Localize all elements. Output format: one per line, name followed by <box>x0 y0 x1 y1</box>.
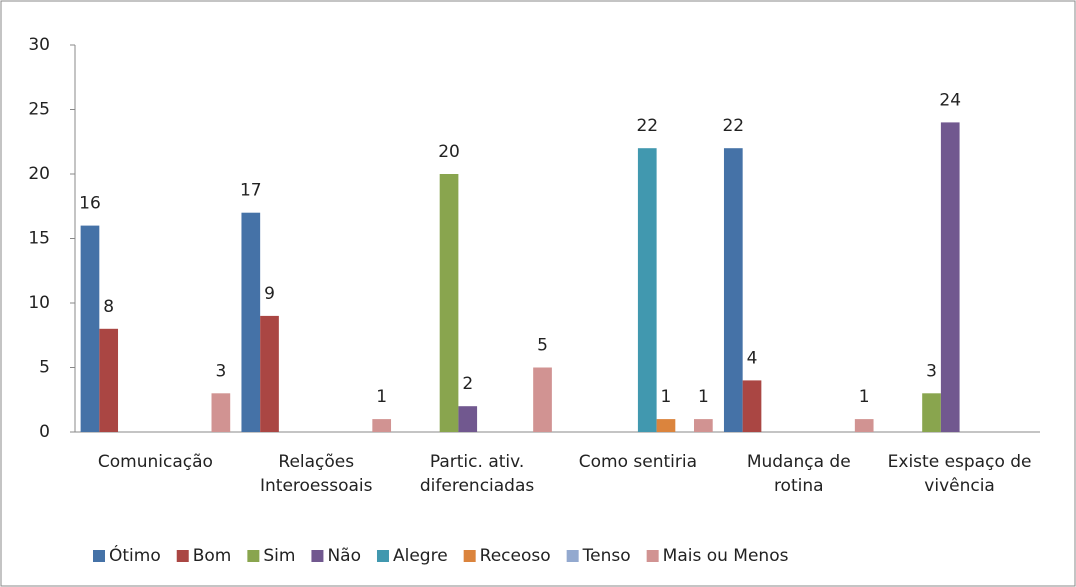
bar <box>656 419 676 432</box>
bar <box>99 328 119 432</box>
data-label: 20 <box>438 142 460 162</box>
data-label: 5 <box>537 336 548 356</box>
bar <box>533 367 552 432</box>
bar <box>458 406 478 432</box>
data-label: 4 <box>747 348 758 368</box>
legend-swatch <box>247 550 260 562</box>
data-label: 1 <box>859 387 870 407</box>
data-label: 16 <box>79 194 101 214</box>
data-label: 1 <box>376 387 387 407</box>
data-label: 22 <box>636 116 658 136</box>
data-label: 22 <box>722 116 744 136</box>
legend-swatch <box>93 550 105 562</box>
legend-label: Não <box>327 546 361 566</box>
y-tick-label: 0 <box>39 422 50 442</box>
bar <box>260 315 279 432</box>
y-tick-label: 10 <box>28 293 50 313</box>
bar <box>922 393 941 432</box>
legend-label: Sim <box>263 546 295 566</box>
bar <box>637 148 657 432</box>
y-tick-label: 5 <box>39 358 50 378</box>
data-label: 17 <box>240 181 262 201</box>
legend-label: Receoso <box>480 546 551 566</box>
bar <box>940 122 960 433</box>
data-label: 9 <box>264 284 275 304</box>
legend-swatch <box>463 550 476 562</box>
legend-label: Bom <box>193 546 232 566</box>
data-label: 24 <box>939 90 961 110</box>
legend-swatch <box>376 550 389 562</box>
data-label: 3 <box>215 361 226 381</box>
x-tick-label: Comunicação <box>97 452 213 472</box>
legend-label: Ótimo <box>109 544 161 566</box>
bar <box>211 393 231 432</box>
x-tick-label: Mudança de rotina <box>746 452 851 496</box>
data-label: 8 <box>103 297 114 317</box>
bar <box>694 419 713 432</box>
bar <box>723 148 743 432</box>
data-label: 2 <box>462 374 473 394</box>
data-label: 3 <box>926 361 937 381</box>
x-tick-label: Relações Interoessoais <box>259 452 373 496</box>
bar <box>241 212 261 432</box>
data-label: 1 <box>661 387 672 407</box>
bar <box>854 419 874 432</box>
bar <box>80 225 100 432</box>
bar <box>372 419 392 432</box>
y-tick-label: 20 <box>28 164 50 184</box>
x-tick-label: Existe espaço de vivência <box>887 452 1032 496</box>
bar <box>742 380 762 432</box>
x-tick-label: Como sentiria <box>578 452 698 472</box>
y-tick-label: 15 <box>28 229 50 249</box>
legend-swatch <box>311 550 324 562</box>
legend-label: Alegre <box>393 546 448 566</box>
bar <box>439 174 459 432</box>
legend-label: Mais ou Menos <box>663 546 789 566</box>
x-tick-label: Partic. ativ. diferenciadas <box>419 452 535 496</box>
legend-swatch <box>566 550 579 562</box>
y-tick-label: 25 <box>28 100 50 120</box>
legend-swatch <box>646 550 659 562</box>
legend-label: Tenso <box>582 546 631 566</box>
data-label: 1 <box>698 387 709 407</box>
y-tick-label: 30 <box>28 35 50 55</box>
legend-swatch <box>176 550 189 562</box>
